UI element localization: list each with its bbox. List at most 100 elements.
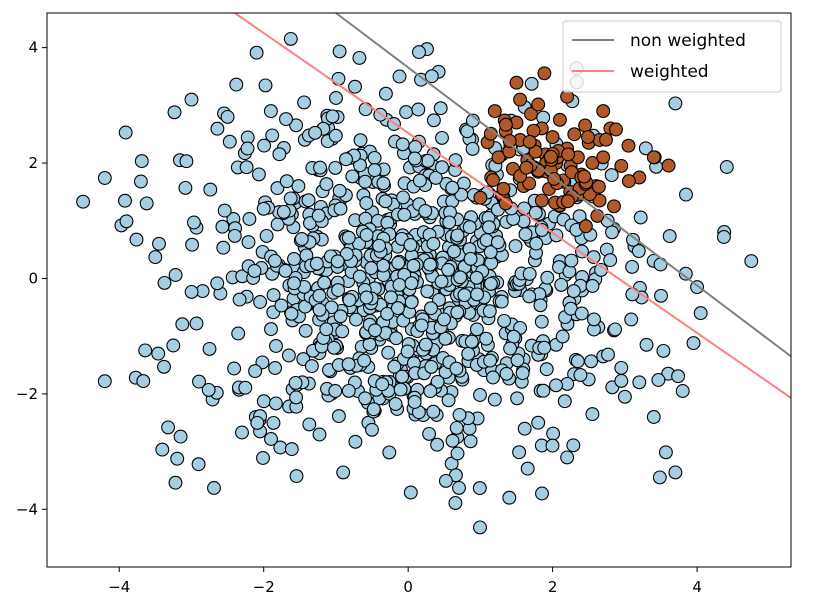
point-class-0 xyxy=(152,236,166,251)
point-class-1 xyxy=(522,176,537,191)
point-class-0 xyxy=(331,71,346,86)
point-class-0 xyxy=(625,259,640,274)
point-class-0 xyxy=(535,486,549,501)
point-class-0 xyxy=(483,353,498,368)
point-class-0 xyxy=(376,176,391,191)
point-class-0 xyxy=(157,359,171,374)
point-class-0 xyxy=(464,334,479,349)
point-class-0 xyxy=(396,190,411,205)
point-class-0 xyxy=(420,284,435,299)
point-class-1 xyxy=(534,193,549,208)
decision-line-non-weighted xyxy=(335,12,792,358)
point-class-0 xyxy=(217,203,232,218)
point-class-0 xyxy=(269,339,283,353)
point-class-0 xyxy=(240,141,255,156)
point-class-0 xyxy=(390,301,405,316)
point-class-0 xyxy=(508,239,523,254)
point-class-0 xyxy=(365,422,379,437)
point-class-1 xyxy=(498,196,513,211)
point-class-0 xyxy=(184,284,199,299)
point-class-0 xyxy=(332,183,347,198)
point-class-0 xyxy=(191,457,206,472)
point-class-0 xyxy=(624,312,639,327)
point-class-0 xyxy=(605,225,619,240)
point-class-0 xyxy=(434,274,449,289)
point-class-0 xyxy=(202,341,217,356)
point-class-0 xyxy=(494,294,509,309)
legend-box xyxy=(562,20,782,93)
point-class-0 xyxy=(395,137,410,152)
point-class-0 xyxy=(397,207,412,222)
point-class-0 xyxy=(675,384,690,398)
point-class-1 xyxy=(524,107,538,121)
x-tick-label: 2 xyxy=(548,578,558,596)
point-class-0 xyxy=(294,232,309,246)
point-class-0 xyxy=(433,101,448,116)
point-class-0 xyxy=(442,215,457,230)
point-class-0 xyxy=(328,384,343,398)
point-class-0 xyxy=(134,154,149,169)
point-class-0 xyxy=(367,163,382,178)
point-class-0 xyxy=(469,322,484,337)
point-class-0 xyxy=(339,152,353,167)
point-class-0 xyxy=(167,105,182,120)
point-class-0 xyxy=(284,442,299,457)
point-class-1 xyxy=(561,147,576,162)
point-class-0 xyxy=(646,410,661,424)
point-class-0 xyxy=(557,394,572,409)
point-class-1 xyxy=(552,112,567,127)
y-axis: −4 −2 0 2 4 xyxy=(16,39,47,518)
point-class-0 xyxy=(357,353,372,368)
point-class-0 xyxy=(179,154,194,169)
point-class-0 xyxy=(166,338,181,353)
point-class-0 xyxy=(422,426,437,441)
point-class-0 xyxy=(503,341,518,356)
point-class-0 xyxy=(372,238,387,253)
point-class-0 xyxy=(631,244,646,259)
point-class-0 xyxy=(403,485,418,500)
point-class-1 xyxy=(599,132,613,147)
point-class-0 xyxy=(457,288,472,303)
point-class-0 xyxy=(359,290,374,305)
point-class-0 xyxy=(564,253,579,268)
point-class-0 xyxy=(426,404,441,419)
x-tick-label: −4 xyxy=(108,578,130,596)
point-class-0 xyxy=(157,275,172,290)
point-class-0 xyxy=(617,389,632,404)
point-class-0 xyxy=(626,232,640,247)
point-class-0 xyxy=(411,102,426,117)
point-class-0 xyxy=(203,182,218,197)
point-class-0 xyxy=(308,125,323,140)
point-class-0 xyxy=(462,220,477,235)
point-class-0 xyxy=(625,287,640,302)
point-class-0 xyxy=(393,382,408,397)
point-class-0 xyxy=(450,305,465,320)
point-class-0 xyxy=(220,109,235,124)
point-class-0 xyxy=(331,409,346,424)
point-class-0 xyxy=(638,141,653,156)
point-class-0 xyxy=(238,380,253,395)
point-class-0 xyxy=(210,121,225,136)
point-class-1 xyxy=(609,122,623,137)
point-class-0 xyxy=(537,340,552,355)
point-class-0 xyxy=(342,293,357,308)
point-class-1 xyxy=(522,134,537,149)
point-class-0 xyxy=(418,204,433,218)
point-class-1 xyxy=(543,149,558,164)
point-class-0 xyxy=(472,481,487,496)
point-class-0 xyxy=(325,109,340,124)
point-class-0 xyxy=(170,451,185,466)
point-class-0 xyxy=(463,434,478,449)
point-class-0 xyxy=(652,470,667,485)
point-class-0 xyxy=(426,113,441,128)
point-class-0 xyxy=(276,204,291,219)
plot-frame xyxy=(46,12,792,568)
point-class-0 xyxy=(533,298,548,313)
point-class-0 xyxy=(432,292,446,307)
point-class-0 xyxy=(311,208,326,223)
point-class-1 xyxy=(519,160,534,175)
point-class-0 xyxy=(479,233,494,248)
point-class-0 xyxy=(192,374,206,389)
point-class-0 xyxy=(368,323,382,338)
